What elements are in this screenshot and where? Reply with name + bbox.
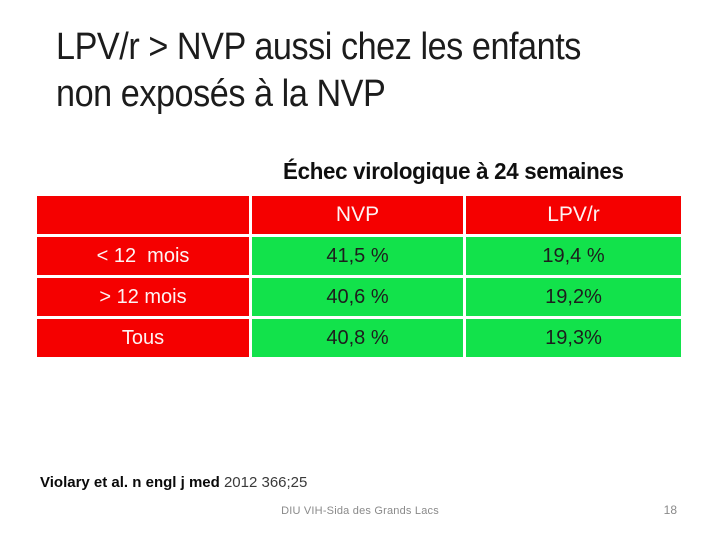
- row-label-under12: < 12 mois: [37, 237, 249, 275]
- citation-authors: Violary et al. n engl j med: [40, 474, 220, 491]
- value-over12-nvp: 40,6 %: [252, 278, 463, 316]
- row-label-tous: Tous: [37, 319, 249, 357]
- slide-title-line2: non exposés à la NVP: [56, 73, 386, 115]
- citation-text: Violary et al. n engl j med 2012 366;25: [40, 474, 307, 491]
- header-cell-empty: [37, 196, 249, 234]
- row-label-over12: > 12 mois: [37, 278, 249, 316]
- header-cell-nvp: NVP: [252, 196, 463, 234]
- citation-journal-info: 2012 366;25: [219, 474, 308, 491]
- slide-page-number: 18: [663, 503, 677, 517]
- table-caption: Échec virologique à 24 semaines: [283, 158, 624, 184]
- results-table: NVP LPV/r < 12 mois 41,5 % 19,4 % > 12 m…: [37, 196, 681, 357]
- value-under12-lpvr: 19,4 %: [466, 237, 681, 275]
- slide-title-line1: LPV/r > NVP aussi chez les enfants: [56, 26, 581, 68]
- footer-course-name: DIU VIH-Sida des Grands Lacs: [281, 505, 439, 517]
- value-under12-nvp: 41,5 %: [252, 237, 463, 275]
- header-cell-lpvr: LPV/r: [466, 196, 681, 234]
- value-tous-nvp: 40,8 %: [252, 319, 463, 357]
- value-over12-lpvr: 19,2%: [466, 278, 681, 316]
- slide-title: LPV/r > NVP aussi chez les enfants non e…: [56, 24, 581, 118]
- value-tous-lpvr: 19,3%: [466, 319, 681, 357]
